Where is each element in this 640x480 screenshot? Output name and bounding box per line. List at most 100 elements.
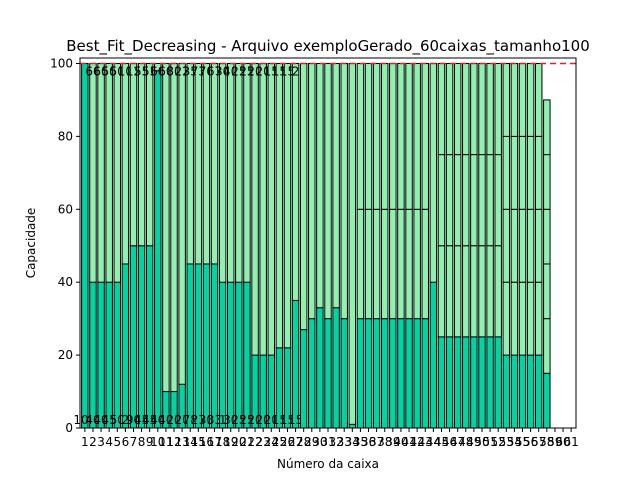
bar-segment — [397, 62, 405, 210]
bar-segment — [89, 62, 97, 283]
bar-segment — [534, 281, 543, 356]
bar-segment — [243, 62, 251, 283]
bar-segment — [113, 62, 122, 283]
bar-value-label: 40 — [223, 64, 238, 78]
bar-value-label: 50 — [102, 64, 117, 78]
bar-value-label: 15 — [280, 64, 295, 78]
bar-segment — [518, 208, 527, 283]
y-tick-label: 60 — [58, 202, 73, 216]
bar-value-label: 20 — [247, 413, 262, 427]
bar-value-label: 20 — [264, 413, 279, 427]
x-tick-label: 51 — [482, 435, 497, 449]
bar-value-label: 45 — [102, 413, 117, 427]
bar-value-label: 15 — [264, 64, 279, 78]
bar-segment — [129, 245, 138, 429]
bar-value-label: 12 — [126, 64, 141, 78]
bar-segment — [97, 281, 105, 429]
bar-segment — [437, 154, 446, 247]
y-tick-label: 80 — [58, 129, 73, 143]
bar-segment — [543, 318, 551, 374]
bar-segment — [89, 281, 97, 429]
bar-segment — [356, 208, 365, 320]
bar-segment — [494, 336, 502, 429]
bar-segment — [445, 245, 454, 338]
bar-segment — [202, 62, 211, 265]
bar-segment — [526, 208, 535, 283]
bar-segment — [421, 318, 429, 429]
bar-segment — [372, 208, 381, 320]
bar-segment — [478, 154, 486, 247]
x-tick-label: 10 — [150, 435, 165, 449]
bar-segment — [324, 62, 332, 320]
bar-segment — [502, 281, 511, 356]
x-tick-label: 28 — [296, 435, 311, 449]
bar-segment — [154, 70, 162, 429]
bar-segment — [405, 208, 413, 320]
x-tick-label: 41 — [401, 435, 416, 449]
bar-value-label: 60 — [150, 64, 165, 78]
bar-segment — [526, 281, 535, 356]
x-tick-label: 16 — [199, 435, 214, 449]
plot-area: 1004060406045505050210901245554555406040… — [73, 62, 576, 429]
x-tick-label: 43 — [418, 435, 433, 449]
bar-segment — [543, 99, 551, 156]
x-tick-label: 52 — [491, 435, 506, 449]
x-tick-label: 55 — [515, 435, 530, 449]
bar-segment — [534, 62, 543, 137]
bar-segment — [283, 62, 292, 349]
x-tick-label: 56 — [523, 435, 538, 449]
bar-segment — [462, 245, 470, 338]
bar-segment — [445, 62, 454, 156]
x-tick-label: 39 — [385, 435, 400, 449]
x-tick-label: 33 — [337, 435, 352, 449]
x-tick-label: 37 — [369, 435, 384, 449]
bar-value-label: 20 — [256, 64, 271, 78]
bar-value-label: 20 — [174, 413, 189, 427]
bar-segment — [291, 62, 300, 301]
bar-segment — [340, 318, 348, 429]
x-tick-label: 47 — [450, 435, 465, 449]
x-tick-label: 60 — [555, 435, 570, 449]
bar-segment — [243, 281, 251, 429]
bar-segment — [105, 62, 113, 283]
bar-segment — [348, 62, 357, 425]
bar-segment — [445, 336, 454, 429]
bar-segment — [429, 281, 438, 429]
bar-segment — [145, 62, 154, 247]
bar-segment — [470, 336, 478, 429]
bar-segment — [235, 62, 243, 283]
bar-segment — [316, 62, 324, 309]
bar-segment — [518, 354, 527, 429]
x-tick-label: 48 — [458, 435, 473, 449]
x-tick-label: 61 — [563, 435, 578, 449]
bar-segment — [291, 299, 300, 429]
bar-value-label: 67 — [207, 64, 222, 78]
bar-value-label: 25 — [231, 64, 246, 78]
x-tick-label: 27 — [288, 435, 303, 449]
bar-segment — [543, 372, 551, 429]
bar-segment — [154, 62, 162, 72]
x-tick-label: 42 — [410, 435, 425, 449]
bar-value-label: 25 — [231, 413, 246, 427]
x-tick-label: 54 — [507, 435, 522, 449]
bar-segment — [332, 62, 340, 309]
bar-segment — [534, 208, 543, 283]
x-tick-label: 40 — [393, 435, 408, 449]
x-tick-label: 20 — [231, 435, 246, 449]
bar-segment — [210, 62, 219, 265]
x-tick-label: 21 — [239, 435, 254, 449]
x-tick-label: 13 — [174, 435, 189, 449]
bar-segment — [113, 281, 122, 429]
bar-segment — [494, 245, 502, 338]
x-tick-label: 24 — [264, 435, 279, 449]
x-tick-label: 32 — [328, 435, 343, 449]
bar-value-label: 2 — [292, 64, 300, 78]
bar-value-label: 30 — [223, 413, 238, 427]
x-tick-label: 58 — [539, 435, 554, 449]
bar-segment — [543, 208, 551, 265]
bar-segment — [421, 208, 429, 320]
bar-segment — [437, 245, 446, 338]
x-tick-label: 12 — [166, 435, 181, 449]
bar-segment — [324, 318, 332, 429]
x-tick-label: 31 — [320, 435, 335, 449]
